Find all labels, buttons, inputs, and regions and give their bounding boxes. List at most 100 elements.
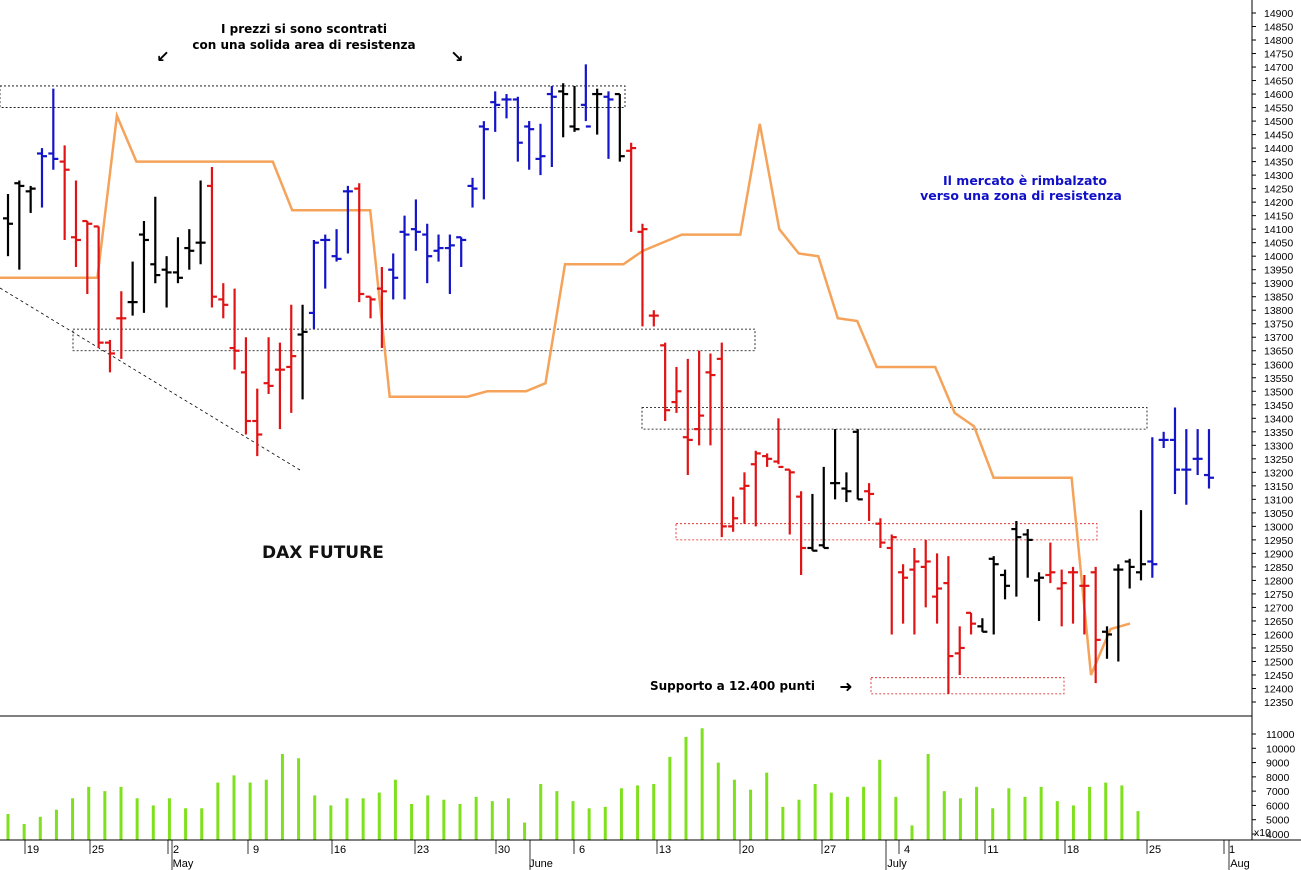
- ohlc-bar: [1090, 566, 1101, 684]
- volume-panel: [6, 728, 1140, 840]
- x-tick-label: 1: [1229, 844, 1235, 856]
- volume-multiplier-label: x10: [1254, 827, 1271, 839]
- arrow-right-icon: ➜: [839, 677, 852, 696]
- arrow-down-left-icon: ↘: [450, 47, 463, 66]
- ohlc-bar: [716, 342, 727, 538]
- ohlc-bar: [762, 453, 773, 467]
- ohlc-bar: [388, 253, 399, 300]
- x-tick-label: 25: [92, 844, 104, 856]
- y-tick-label: 13550: [1264, 373, 1293, 385]
- ohlc-bar: [943, 556, 954, 694]
- y-tick-label: 14400: [1264, 143, 1293, 155]
- ohlc-bar: [229, 288, 240, 370]
- y-tick-label: 14800: [1264, 35, 1293, 47]
- x-tick-label: 11: [987, 844, 998, 856]
- ohlc-bar: [354, 183, 365, 303]
- ohlc-bar: [104, 339, 115, 373]
- ohlc-bar: [569, 85, 580, 132]
- ohlc-bar: [1045, 542, 1056, 584]
- ohlc-bar: [784, 468, 795, 535]
- ohlc-bar: [206, 167, 217, 308]
- volume-tick-label: 8000: [1266, 772, 1290, 784]
- ohlc-bar: [456, 236, 467, 267]
- x-month-label: Aug: [1230, 858, 1250, 870]
- ohlc-bar: [660, 342, 671, 421]
- ohlc-bar: [592, 88, 603, 135]
- y-tick-label: 14000: [1264, 251, 1293, 263]
- ohlc-bar: [1136, 510, 1146, 581]
- ohlc-bar: [478, 121, 489, 200]
- ohlc-bar: [512, 96, 523, 162]
- ohlc-bar: [263, 337, 274, 394]
- ohlc-bar: [796, 491, 807, 576]
- x-tick-label: 18: [1067, 844, 1079, 856]
- ohlc-bar: [36, 148, 47, 208]
- x-month-label: June: [529, 858, 553, 870]
- zone-black-2: [641, 407, 1148, 430]
- ohlc-bar: [535, 123, 546, 176]
- ohlc-bar: [48, 88, 59, 170]
- x-tick-label: 9: [253, 844, 259, 856]
- ohlc-bar: [59, 145, 70, 240]
- ohlc-bar: [1192, 429, 1203, 476]
- y-tick-label: 14150: [1264, 211, 1293, 223]
- y-tick-label: 14300: [1264, 170, 1293, 182]
- trendline: [0, 287, 301, 471]
- y-tick-label: 13450: [1264, 400, 1293, 412]
- ohlc-bar: [1102, 626, 1113, 659]
- y-tick-label: 14050: [1264, 238, 1293, 250]
- ohlc-bar: [909, 547, 920, 635]
- y-tick-label: 14900: [1264, 8, 1293, 20]
- y-tick-label: 13950: [1264, 265, 1293, 277]
- y-tick-label: 14550: [1264, 103, 1293, 115]
- ohlc-bar: [1203, 429, 1214, 489]
- x-tick-label: 27: [824, 844, 836, 856]
- arrow-down-right-icon: ↙: [156, 47, 169, 66]
- ohlc-bar: [1079, 575, 1090, 635]
- ohlc-bar: [70, 180, 81, 267]
- ohlc-bar: [3, 194, 13, 257]
- ohlc-bar: [195, 180, 206, 265]
- y-tick-label: 13900: [1264, 278, 1293, 290]
- x-tick-label: 30: [498, 844, 510, 856]
- ohlc-bar: [614, 92, 625, 162]
- ohlc-bar: [252, 388, 263, 457]
- ohlc-bar: [308, 239, 319, 330]
- x-tick-label: 20: [742, 844, 754, 856]
- ohlc-bar: [694, 350, 705, 446]
- ohlc-bar: [365, 295, 376, 319]
- y-tick-label: 14600: [1264, 89, 1293, 101]
- ohlc-bar: [558, 83, 569, 138]
- zone-red-4: [870, 677, 1065, 695]
- ohlc-bar: [331, 229, 342, 262]
- ohlc-bar: [116, 291, 127, 359]
- ohlc-bar: [1034, 572, 1045, 621]
- ohlc-bar: [932, 553, 943, 624]
- ohlc-bar: [671, 366, 682, 413]
- y-tick-label: 13000: [1264, 521, 1293, 533]
- y-tick-label: 14650: [1264, 76, 1293, 88]
- ohlc-bar: [830, 429, 841, 500]
- y-tick-label: 12400: [1264, 683, 1293, 695]
- y-tick-label: 13050: [1264, 508, 1293, 520]
- ohlc-bar: [376, 266, 387, 349]
- volume-tick-label: 9000: [1266, 758, 1290, 770]
- annotation-rebound-line-1: Il mercato è rimbalzato: [943, 173, 1107, 188]
- ohlc-bar: [626, 142, 637, 232]
- y-tick-label: 13800: [1264, 305, 1293, 317]
- ohlc-bar: [886, 534, 897, 635]
- volume-tick-label: 11000: [1266, 729, 1295, 741]
- ohlc-bar: [410, 199, 421, 251]
- y-tick-label: 14350: [1264, 157, 1293, 169]
- ohlc-bar: [807, 493, 818, 552]
- ohlc-bar: [1056, 569, 1067, 627]
- y-tick-label: 12950: [1264, 535, 1293, 547]
- y-tick-label: 13400: [1264, 413, 1293, 425]
- ohlc-bar: [954, 626, 965, 675]
- y-tick-label: 12350: [1264, 697, 1293, 709]
- ohlc-bar: [1147, 437, 1158, 578]
- x-tick-label: 4: [904, 844, 910, 856]
- x-tick-label: 23: [417, 844, 429, 856]
- ohlc-bar: [637, 223, 648, 327]
- y-tick-label: 13200: [1264, 467, 1293, 479]
